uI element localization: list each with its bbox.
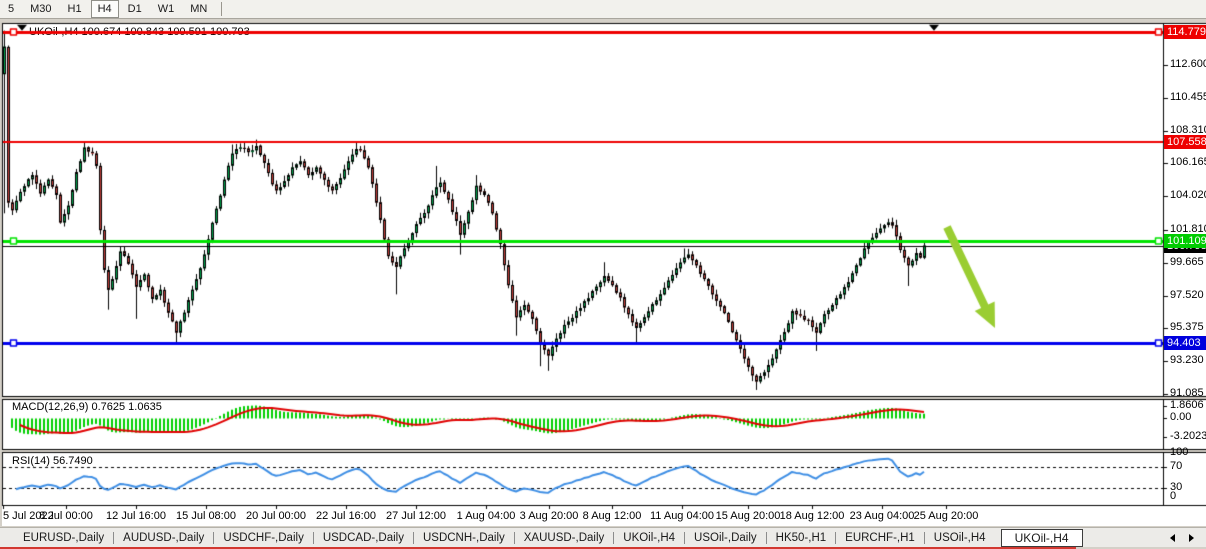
price-tick-label: 97.520 [1170,288,1204,301]
timeframe-toolbar: 5 M30 H1 H4 D1 W1 MN [0,0,1206,19]
toolbar-separator [221,2,223,16]
tab-scroll-arrows [1170,533,1206,542]
timeframe-button-h4[interactable]: H4 [90,0,119,18]
tab-separator [765,531,767,544]
rsi-axis-label: 30 [1170,480,1183,493]
tab-usoil-daily[interactable]: USOil-,Daily [694,531,757,544]
price-badge-resistance-top: 114.779 [1164,25,1206,39]
rsi-axis-label: 70 [1170,459,1183,472]
date-label: 8 Jul 00:00 [39,510,93,522]
timeframe-button-h1[interactable]: H1 [67,3,82,15]
date-label: 23 Aug 04:00 [849,510,915,522]
tab-separator [835,531,837,544]
price-tick-label: 112.600 [1170,58,1206,70]
tab-separator [213,531,215,544]
date-label: 15 Aug 20:00 [715,510,781,522]
tab-scroll-right-icon[interactable] [1189,533,1194,542]
tab-separator [923,531,925,544]
timeframe-button-w1[interactable]: W1 [157,3,175,15]
date-label: 22 Jul 16:00 [316,510,376,522]
date-label: 11 Aug 04:00 [649,510,715,522]
price-tick-label: 106.165 [1170,156,1206,169]
price-tick-label: 93.230 [1170,354,1204,367]
tab-separator [684,531,686,544]
tab-usdcad-daily[interactable]: USDCAD-,Daily [322,531,404,544]
price-tick-label: 95.375 [1170,321,1204,334]
tab-ukoil-h4[interactable]: UKOil-,H4 [623,531,676,544]
tab-scroll-left-icon[interactable] [1170,533,1175,542]
macd-axis-label: -3.2023 [1170,430,1206,442]
date-label: 12 Jul 16:00 [106,510,166,522]
tab-audusd-daily[interactable]: AUDUSD-,Daily [123,531,205,544]
date-label: 25 Aug 20:00 [913,510,979,522]
tab-usdchf-daily[interactable]: USDCHF-,Daily [223,531,304,544]
tab-separator [613,531,615,544]
timeframe-button-m30[interactable]: M30 [30,3,52,15]
tab-separator [513,531,515,544]
tab-eurusd-daily[interactable]: EURUSD-,Daily [23,531,105,544]
timeframe-button-5[interactable]: 5 [8,3,15,15]
price-badge-support-blue: 94.403 [1164,336,1206,350]
price-tick-label: 99.665 [1170,255,1204,268]
date-label: 3 Aug 20:00 [519,510,579,522]
price-badge-resistance: 107.558 [1164,135,1206,149]
timeframe-button-mn[interactable]: MN [190,3,208,15]
rsi-axis-label: 0 [1170,490,1177,502]
price-tick-label: 101.810 [1170,222,1206,235]
tab-separator [412,531,414,544]
date-label: 5 Jul 2022 [3,510,54,522]
price-tick-label: 91.085 [1170,386,1204,399]
date-label: 27 Jul 12:00 [386,510,446,522]
price-tick-label: 110.455 [1170,90,1206,103]
price-badge-support-green: 101.109 [1164,234,1206,248]
tab-usoil-h4[interactable]: USOil-,H4 [933,531,986,544]
price-tick-label: 104.020 [1170,189,1206,202]
tab-hk50-h1[interactable]: HK50-,H1 [775,531,827,544]
date-label: 15 Jul 08:00 [176,510,236,522]
tab-usdcnh-daily[interactable]: USDCNH-,Daily [422,531,505,544]
tab-separator [312,531,314,544]
date-label: 8 Aug 12:00 [582,510,642,522]
chart-tabs: EURUSD-,Daily AUDUSD-,Daily USDCHF-,Daily U… [14,528,1089,547]
tab-xauusd-daily[interactable]: XAUUSD-,Daily [523,531,605,544]
chart-tab-bar: EURUSD-,Daily AUDUSD-,Daily USDCHF-,Daily U… [0,527,1206,547]
macd-axis-label: 1.8606 [1170,399,1204,411]
rsi-axis-label: 100 [1170,446,1189,458]
bottom-red-strip [0,547,1076,549]
date-label: 18 Aug 12:00 [779,510,845,522]
tab-active-ukoil-h4[interactable]: UKOil-,H4 [1000,528,1083,547]
tab-eurchf-h1[interactable]: EURCHF-,H1 [845,531,915,544]
date-label: 1 Aug 04:00 [456,510,516,522]
macd-axis-label: 0.00 [1170,411,1192,423]
timeframe-button-d1[interactable]: D1 [127,3,142,15]
price-tick-label: 108.310 [1170,123,1206,136]
date-label: 20 Jul 00:00 [246,510,306,522]
tab-separator [113,531,115,544]
